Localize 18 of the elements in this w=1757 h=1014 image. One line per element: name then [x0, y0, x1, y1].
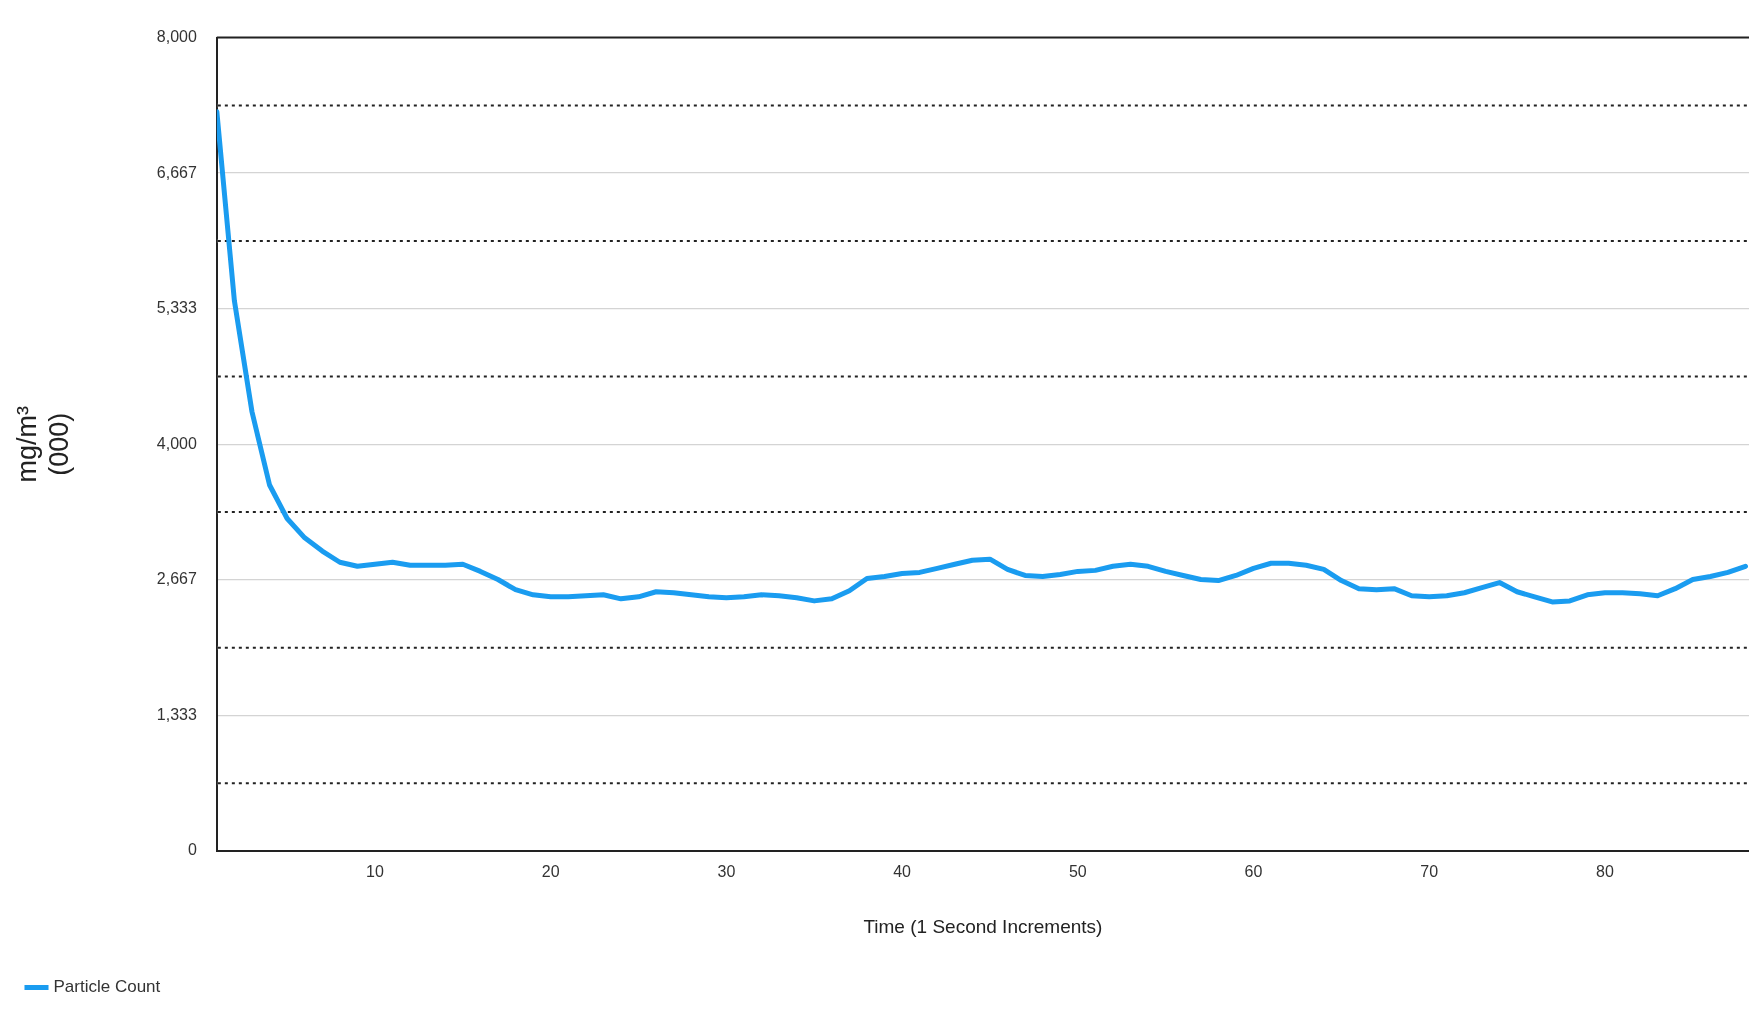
y-tick-label: 0: [187, 841, 197, 859]
y-tick-label: 5,333: [156, 299, 197, 317]
y-tick-label: 4,000: [156, 434, 197, 452]
x-tick-label: 50: [1068, 863, 1087, 881]
y-axis-title: mg/m³ (000): [11, 406, 75, 483]
x-tick-label: 40: [893, 863, 912, 881]
y-tick-label: 1,333: [156, 705, 197, 723]
x-tick-label: 20: [541, 863, 560, 881]
x-tick-label: 80: [1596, 863, 1614, 881]
y-tick-label: 6,667: [156, 163, 197, 181]
x-tick-label: 10: [366, 863, 384, 881]
y-tick-label: 2,667: [156, 570, 197, 588]
y-tick-label: 8,000: [156, 28, 197, 46]
x-axis-title: Time (1 Second Increments): [863, 915, 1103, 937]
x-tick-label: 30: [717, 863, 736, 881]
x-tick-label: 70: [1420, 863, 1439, 881]
x-tick-label: 60: [1244, 863, 1263, 881]
legend-label: Particle Count: [53, 977, 161, 997]
